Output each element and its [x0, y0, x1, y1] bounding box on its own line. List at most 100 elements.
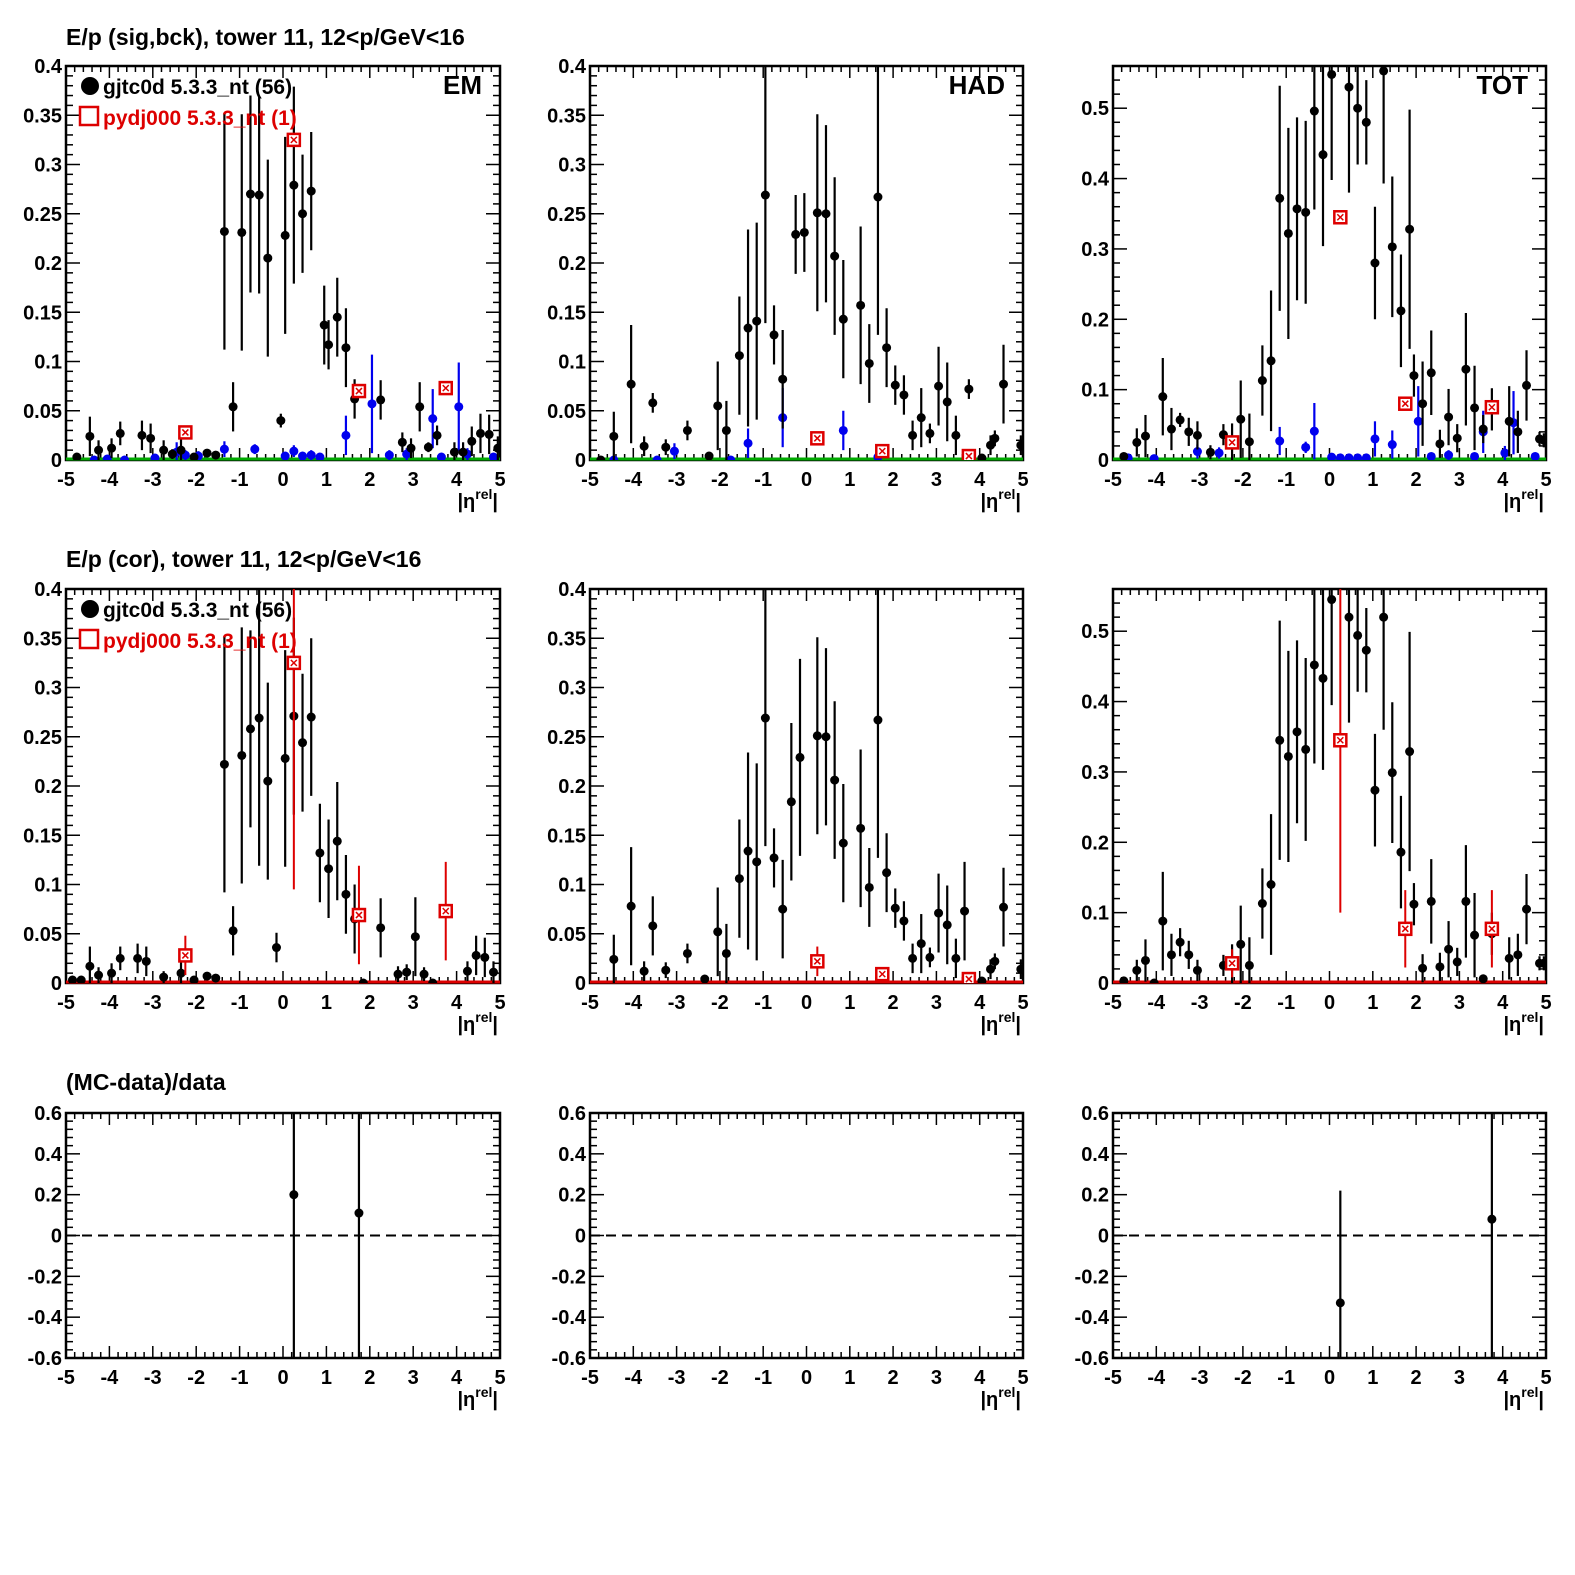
x-tick-label: -2 — [1234, 469, 1252, 491]
data-point — [1301, 207, 1311, 217]
plot-frame — [1111, 587, 1548, 985]
y-tick-label: 0.6 — [558, 1103, 586, 1125]
y-tick-label: 0.2 — [1081, 832, 1109, 854]
data-area — [289, 1113, 364, 1358]
bck-point — [341, 430, 351, 440]
data-point — [964, 384, 974, 394]
bck-point — [1500, 448, 1510, 458]
data-point — [415, 402, 425, 412]
data-area — [72, 86, 500, 460]
x-tick-label: -1 — [231, 1367, 249, 1389]
data-point — [999, 902, 1009, 912]
mc-point-mark — [1401, 400, 1409, 408]
y-tick-label: 0.6 — [34, 1103, 62, 1125]
data-point — [1522, 904, 1532, 914]
data-point — [990, 956, 1000, 966]
data-point — [1205, 447, 1215, 457]
x-axis-label: |ηrel| — [980, 1384, 1021, 1411]
y-tick-label: 0.5 — [1081, 98, 1109, 120]
x-tick-label: -5 — [1104, 469, 1122, 491]
legend-mc-marker — [78, 105, 100, 127]
data-point — [354, 1208, 364, 1218]
data-area — [1119, 589, 1546, 983]
mc-point-mark — [290, 659, 298, 667]
data-point — [432, 430, 442, 440]
x-tick-label: 3 — [408, 469, 419, 491]
data-point — [977, 976, 987, 983]
x-tick-label: 1 — [1367, 1367, 1378, 1389]
bck-point — [1192, 447, 1202, 457]
data-point — [626, 901, 636, 911]
data-point — [1444, 412, 1454, 422]
data-point — [951, 430, 961, 440]
data-point — [306, 712, 316, 722]
x-tick-label: -3 — [668, 992, 686, 1014]
data-point — [245, 189, 255, 199]
data-point — [107, 443, 117, 453]
data-point — [1387, 242, 1397, 252]
bck-point — [652, 455, 662, 460]
y-tick-label: 0.3 — [1081, 239, 1109, 261]
data-point — [68, 975, 78, 983]
y-tick-label: 0.4 — [558, 56, 587, 78]
bck-point — [1444, 450, 1454, 460]
bck-point — [384, 450, 394, 460]
x-tick-label: -4 — [624, 1367, 643, 1389]
data-point — [1283, 228, 1293, 238]
data-point — [1140, 431, 1150, 441]
data-point — [1192, 965, 1202, 975]
data-point — [1309, 106, 1319, 116]
x-tick-label: 0 — [1324, 992, 1335, 1014]
data-point — [700, 974, 710, 983]
x-axis-label: |ηrel| — [457, 486, 498, 513]
data-point — [864, 882, 874, 892]
data-point — [838, 314, 848, 324]
y-tick-label: 0.2 — [1081, 1185, 1109, 1207]
x-tick-label: -4 — [101, 469, 120, 491]
data-point — [990, 433, 1000, 443]
x-axis-label: |ηrel| — [1503, 486, 1544, 513]
data-point — [1344, 612, 1354, 622]
x-tick-label: 1 — [844, 469, 855, 491]
data-point — [1236, 414, 1246, 424]
data-area — [1335, 1113, 1497, 1358]
bck-point — [1426, 451, 1436, 460]
data-point — [713, 927, 723, 937]
data-point — [1522, 380, 1532, 390]
data-point — [1405, 224, 1415, 234]
data-point — [1504, 416, 1514, 426]
data-point — [1539, 435, 1546, 445]
x-tick-label: -1 — [754, 469, 772, 491]
y-tick-label: 0.05 — [23, 401, 62, 423]
bck-point — [1344, 453, 1354, 460]
y-tick-label: 0.35 — [547, 105, 586, 127]
y-tick-label: 0.4 — [34, 1144, 63, 1166]
data-point — [882, 868, 892, 878]
y-tick-label: 0.25 — [547, 727, 586, 749]
data-point — [332, 312, 342, 322]
data-point — [85, 431, 95, 441]
mc-point-mark — [442, 384, 450, 392]
data-point — [596, 455, 606, 460]
x-tick-label: -2 — [711, 469, 729, 491]
data-point — [682, 425, 692, 435]
x-tick-label: 4 — [1497, 992, 1509, 1014]
x-tick-label: -4 — [624, 469, 643, 491]
y-tick-label: 0.4 — [1081, 169, 1110, 191]
x-tick-label: 3 — [408, 992, 419, 1014]
x-tick-label: 1 — [321, 469, 332, 491]
y-tick-label: 0 — [575, 450, 586, 472]
x-tick-label: -4 — [101, 992, 120, 1014]
panel-label: TOT — [1476, 70, 1528, 100]
data-point — [734, 874, 744, 884]
legend-data-marker — [81, 600, 99, 618]
x-tick-label: 0 — [277, 992, 288, 1014]
x-tick-label: 2 — [364, 1367, 375, 1389]
bck-point — [743, 438, 753, 448]
data-point — [760, 713, 770, 723]
data-point — [1257, 898, 1267, 908]
data-point — [298, 209, 308, 219]
x-tick-label: 2 — [1411, 992, 1422, 1014]
data-point — [752, 316, 762, 326]
